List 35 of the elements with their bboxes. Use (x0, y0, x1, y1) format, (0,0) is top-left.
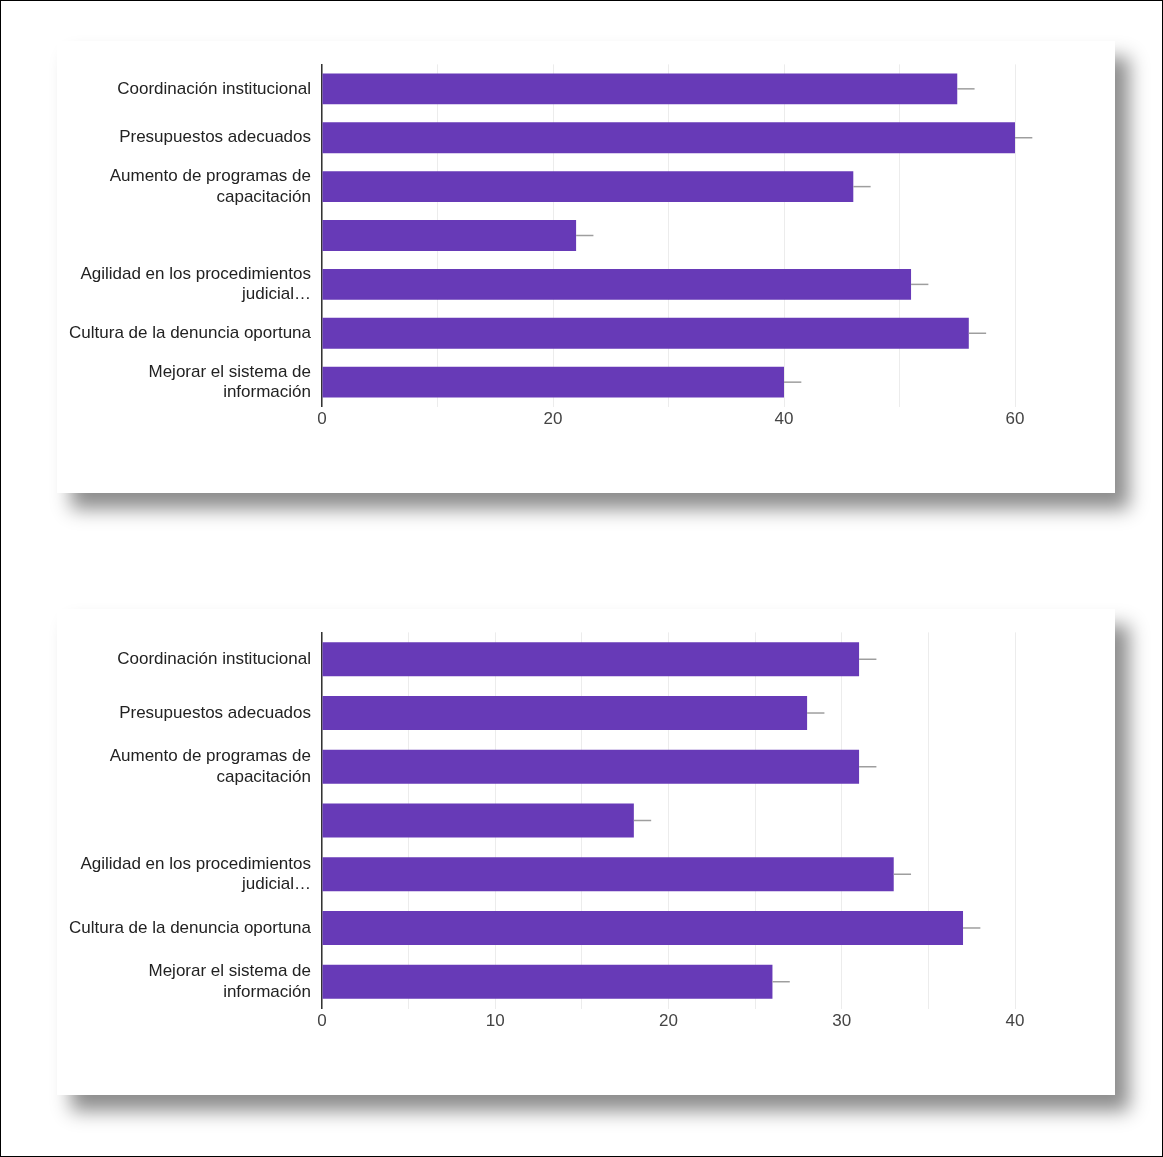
bar (322, 857, 894, 892)
bar (322, 268, 912, 300)
bar (322, 803, 634, 838)
x-tick-label: 0 (317, 409, 327, 429)
y-tick-label: Agilidad en los procedimientos judicial… (80, 853, 311, 894)
x-tick-label: 60 (1005, 409, 1025, 429)
bar (322, 220, 577, 251)
x-tick-label: 30 (832, 1011, 852, 1031)
y-tick-label: Presupuestos adecuados (119, 127, 311, 147)
bar (322, 964, 773, 999)
x-tick-label: 40 (1005, 1011, 1025, 1031)
bar (322, 911, 964, 945)
bar (322, 122, 1015, 154)
x-tick-label: 20 (659, 1011, 678, 1031)
x-tick-label: 10 (485, 1011, 505, 1031)
y-tick-label: Aumento de programas de capacitación (109, 746, 311, 786)
bar (322, 73, 958, 105)
y-tick-label: Agilidad en los procedimientos judicial… (80, 263, 311, 304)
y-tick-label: Presupuestos adecuados (119, 702, 311, 722)
y-tick-label: Cultura de la denuncia oportuna (69, 917, 312, 937)
y-tick-label: Mejorar el sistema de información (148, 361, 311, 402)
bar (322, 696, 808, 730)
x-tick-label: 20 (543, 409, 563, 429)
x-tick-label: 40 (774, 409, 794, 429)
bar (322, 366, 784, 398)
bar (322, 749, 860, 784)
bar (322, 642, 860, 677)
y-tick-label: Cultura de la denuncia oportuna (69, 322, 312, 342)
bar (322, 171, 854, 203)
bar (322, 317, 969, 349)
y-tick-label: Mejorar el sistema de información (148, 961, 311, 1001)
y-tick-label: Aumento de programas de capacitación (109, 166, 311, 206)
x-tick-label: 0 (317, 1011, 327, 1031)
y-tick-label: Coordinación institucional (117, 648, 311, 668)
y-tick-label: Coordinación institucional (117, 78, 311, 98)
